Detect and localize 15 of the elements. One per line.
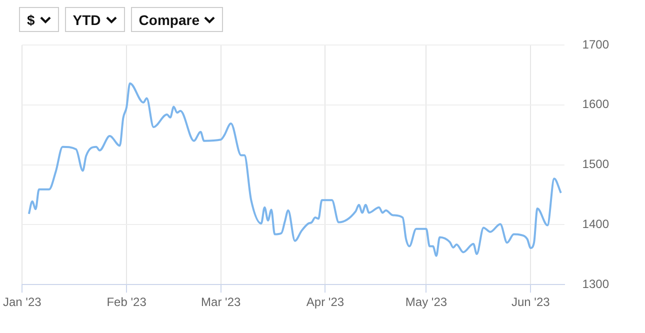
x-tick-label: Jan '23 bbox=[2, 295, 42, 310]
y-tick-label: 1600 bbox=[582, 97, 610, 112]
x-tick-label: Apr '23 bbox=[306, 295, 344, 310]
y-tick-label: 1400 bbox=[582, 217, 610, 232]
x-tick-label: May '23 bbox=[405, 295, 448, 310]
y-tick-label: 1500 bbox=[582, 157, 610, 172]
line-series bbox=[28, 82, 562, 257]
x-tick-label: Feb '23 bbox=[106, 295, 147, 310]
text: YTD bbox=[72, 12, 101, 28]
text: Compare bbox=[138, 12, 200, 28]
text: $ bbox=[27, 12, 35, 28]
y-tick-label: 1700 bbox=[582, 37, 610, 52]
y-tick-label: 1300 bbox=[582, 276, 610, 291]
x-tick-label: Jun '23 bbox=[511, 295, 550, 310]
x-tick-label: Mar '23 bbox=[201, 295, 241, 310]
